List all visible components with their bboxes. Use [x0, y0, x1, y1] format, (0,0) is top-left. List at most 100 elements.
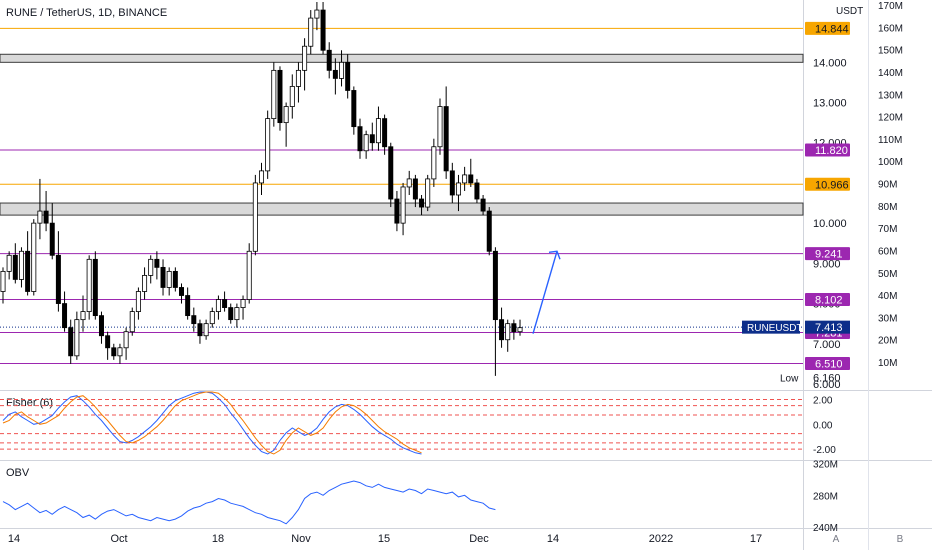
candle-down	[228, 307, 234, 321]
candle-down	[468, 174, 474, 184]
time-tick-label: 15	[378, 533, 390, 545]
indicator-series-line	[2, 480, 496, 525]
candle-down	[43, 210, 49, 224]
candle-down	[111, 347, 117, 357]
level-label-box	[805, 177, 850, 191]
candle-up	[142, 275, 148, 292]
candle-down	[49, 222, 55, 256]
level-label-text: 8.102	[815, 294, 843, 306]
volume-tick-label: 30M	[878, 313, 897, 324]
candle-up	[425, 178, 431, 208]
indicator-name: OBV	[6, 467, 30, 479]
indicator-name: Fisher (6)	[6, 397, 53, 409]
candle-up	[86, 258, 92, 312]
candle-down	[357, 126, 363, 152]
candle-up	[431, 146, 437, 180]
indicator-panes: Fisher (6) 2.00 0.00 -2.00 OBV 320M 280M 240M	[0, 391, 838, 534]
candle-down	[419, 198, 425, 208]
candle-up	[18, 250, 24, 280]
candle-down	[449, 170, 455, 196]
price-tick-label: 6.000	[813, 379, 841, 391]
volume-tick-label: 130M	[878, 90, 903, 101]
time-tick-label: 14	[8, 533, 20, 545]
candle-down	[222, 299, 228, 308]
candle-up	[265, 118, 271, 172]
candle-down	[499, 319, 505, 341]
candle-down	[98, 315, 104, 337]
price-tick-label: 13.000	[813, 98, 847, 110]
projection-arrow	[532, 251, 558, 334]
candle-up	[246, 250, 252, 300]
candle-down	[394, 198, 400, 224]
level-label-text: 14.844	[815, 23, 849, 35]
candle-up	[339, 61, 345, 79]
level-label-box	[805, 247, 850, 261]
level-label-box	[805, 356, 850, 370]
candle-down	[68, 327, 74, 357]
volume-tick-label: 10M	[878, 358, 897, 369]
candle-down	[172, 270, 178, 288]
candle-down	[62, 303, 68, 329]
volume-tick-label: 170M	[878, 1, 903, 12]
last-price-value-box	[805, 320, 850, 334]
candle-up	[283, 106, 289, 124]
last-price-symbol-box	[742, 320, 800, 334]
candle-up	[6, 254, 12, 272]
price-tick-label: 7.000	[813, 339, 841, 351]
level-label-text: 10.966	[815, 179, 849, 191]
candle-down	[185, 295, 191, 317]
candle-up	[240, 299, 246, 308]
candle-down	[388, 146, 394, 200]
candle-down	[154, 258, 160, 268]
last-price-value: 7.413	[815, 322, 843, 334]
time-tick-label: 2022	[649, 533, 673, 545]
level-label-text: 6.510	[815, 358, 843, 370]
candle-up	[375, 118, 381, 144]
indicator-series-line	[2, 391, 422, 455]
candle-up	[259, 170, 265, 184]
indicator-tick-label: 320M	[813, 460, 838, 471]
candle-down	[351, 90, 357, 128]
candle-up	[166, 270, 172, 288]
volume-tick-label: 20M	[878, 336, 897, 347]
level-label-box	[805, 21, 850, 35]
indicator-tick-label: 0.00	[813, 420, 833, 431]
volume-tick-label: 90M	[878, 180, 897, 191]
candle-up	[271, 69, 277, 120]
volume-tick-label: 110M	[878, 135, 902, 146]
volume-tick-label: 80M	[878, 202, 897, 213]
candle-down	[105, 335, 111, 349]
candle-up	[314, 9, 320, 19]
time-tick-label: Dec	[469, 533, 489, 545]
candle-up	[437, 106, 443, 148]
low-marker-value: 6.160	[813, 373, 841, 385]
price-tick-label: 14.000	[813, 57, 847, 69]
indicator-tick-label: 240M	[813, 523, 838, 534]
volume-tick-label: 60M	[878, 246, 897, 257]
candle-down	[12, 254, 18, 280]
candle-down	[369, 134, 375, 144]
candle-up	[234, 307, 240, 321]
candle-up	[148, 258, 154, 276]
time-tick-label: Oct	[110, 533, 127, 545]
candle-up	[505, 323, 511, 341]
axis-mode-b: B	[897, 534, 904, 545]
candle-up	[302, 45, 308, 71]
candle-up	[517, 327, 523, 333]
candle-up	[363, 134, 369, 152]
candle-down	[178, 287, 184, 296]
volume-tick-label: 40M	[878, 291, 897, 302]
volume-tick-label: 70M	[878, 224, 897, 235]
time-tick-label: Nov	[291, 533, 311, 545]
candle-up	[117, 347, 123, 357]
candle-down	[511, 323, 517, 333]
price-tick-label: 9.000	[813, 258, 841, 270]
indicator-tick-label: -2.00	[813, 445, 836, 456]
volume-tick-label: 160M	[878, 23, 903, 34]
level-label-box	[805, 292, 850, 306]
candle-up	[209, 311, 215, 325]
candle-up	[406, 178, 412, 188]
candle-up	[289, 86, 295, 107]
candle-up	[129, 311, 135, 333]
